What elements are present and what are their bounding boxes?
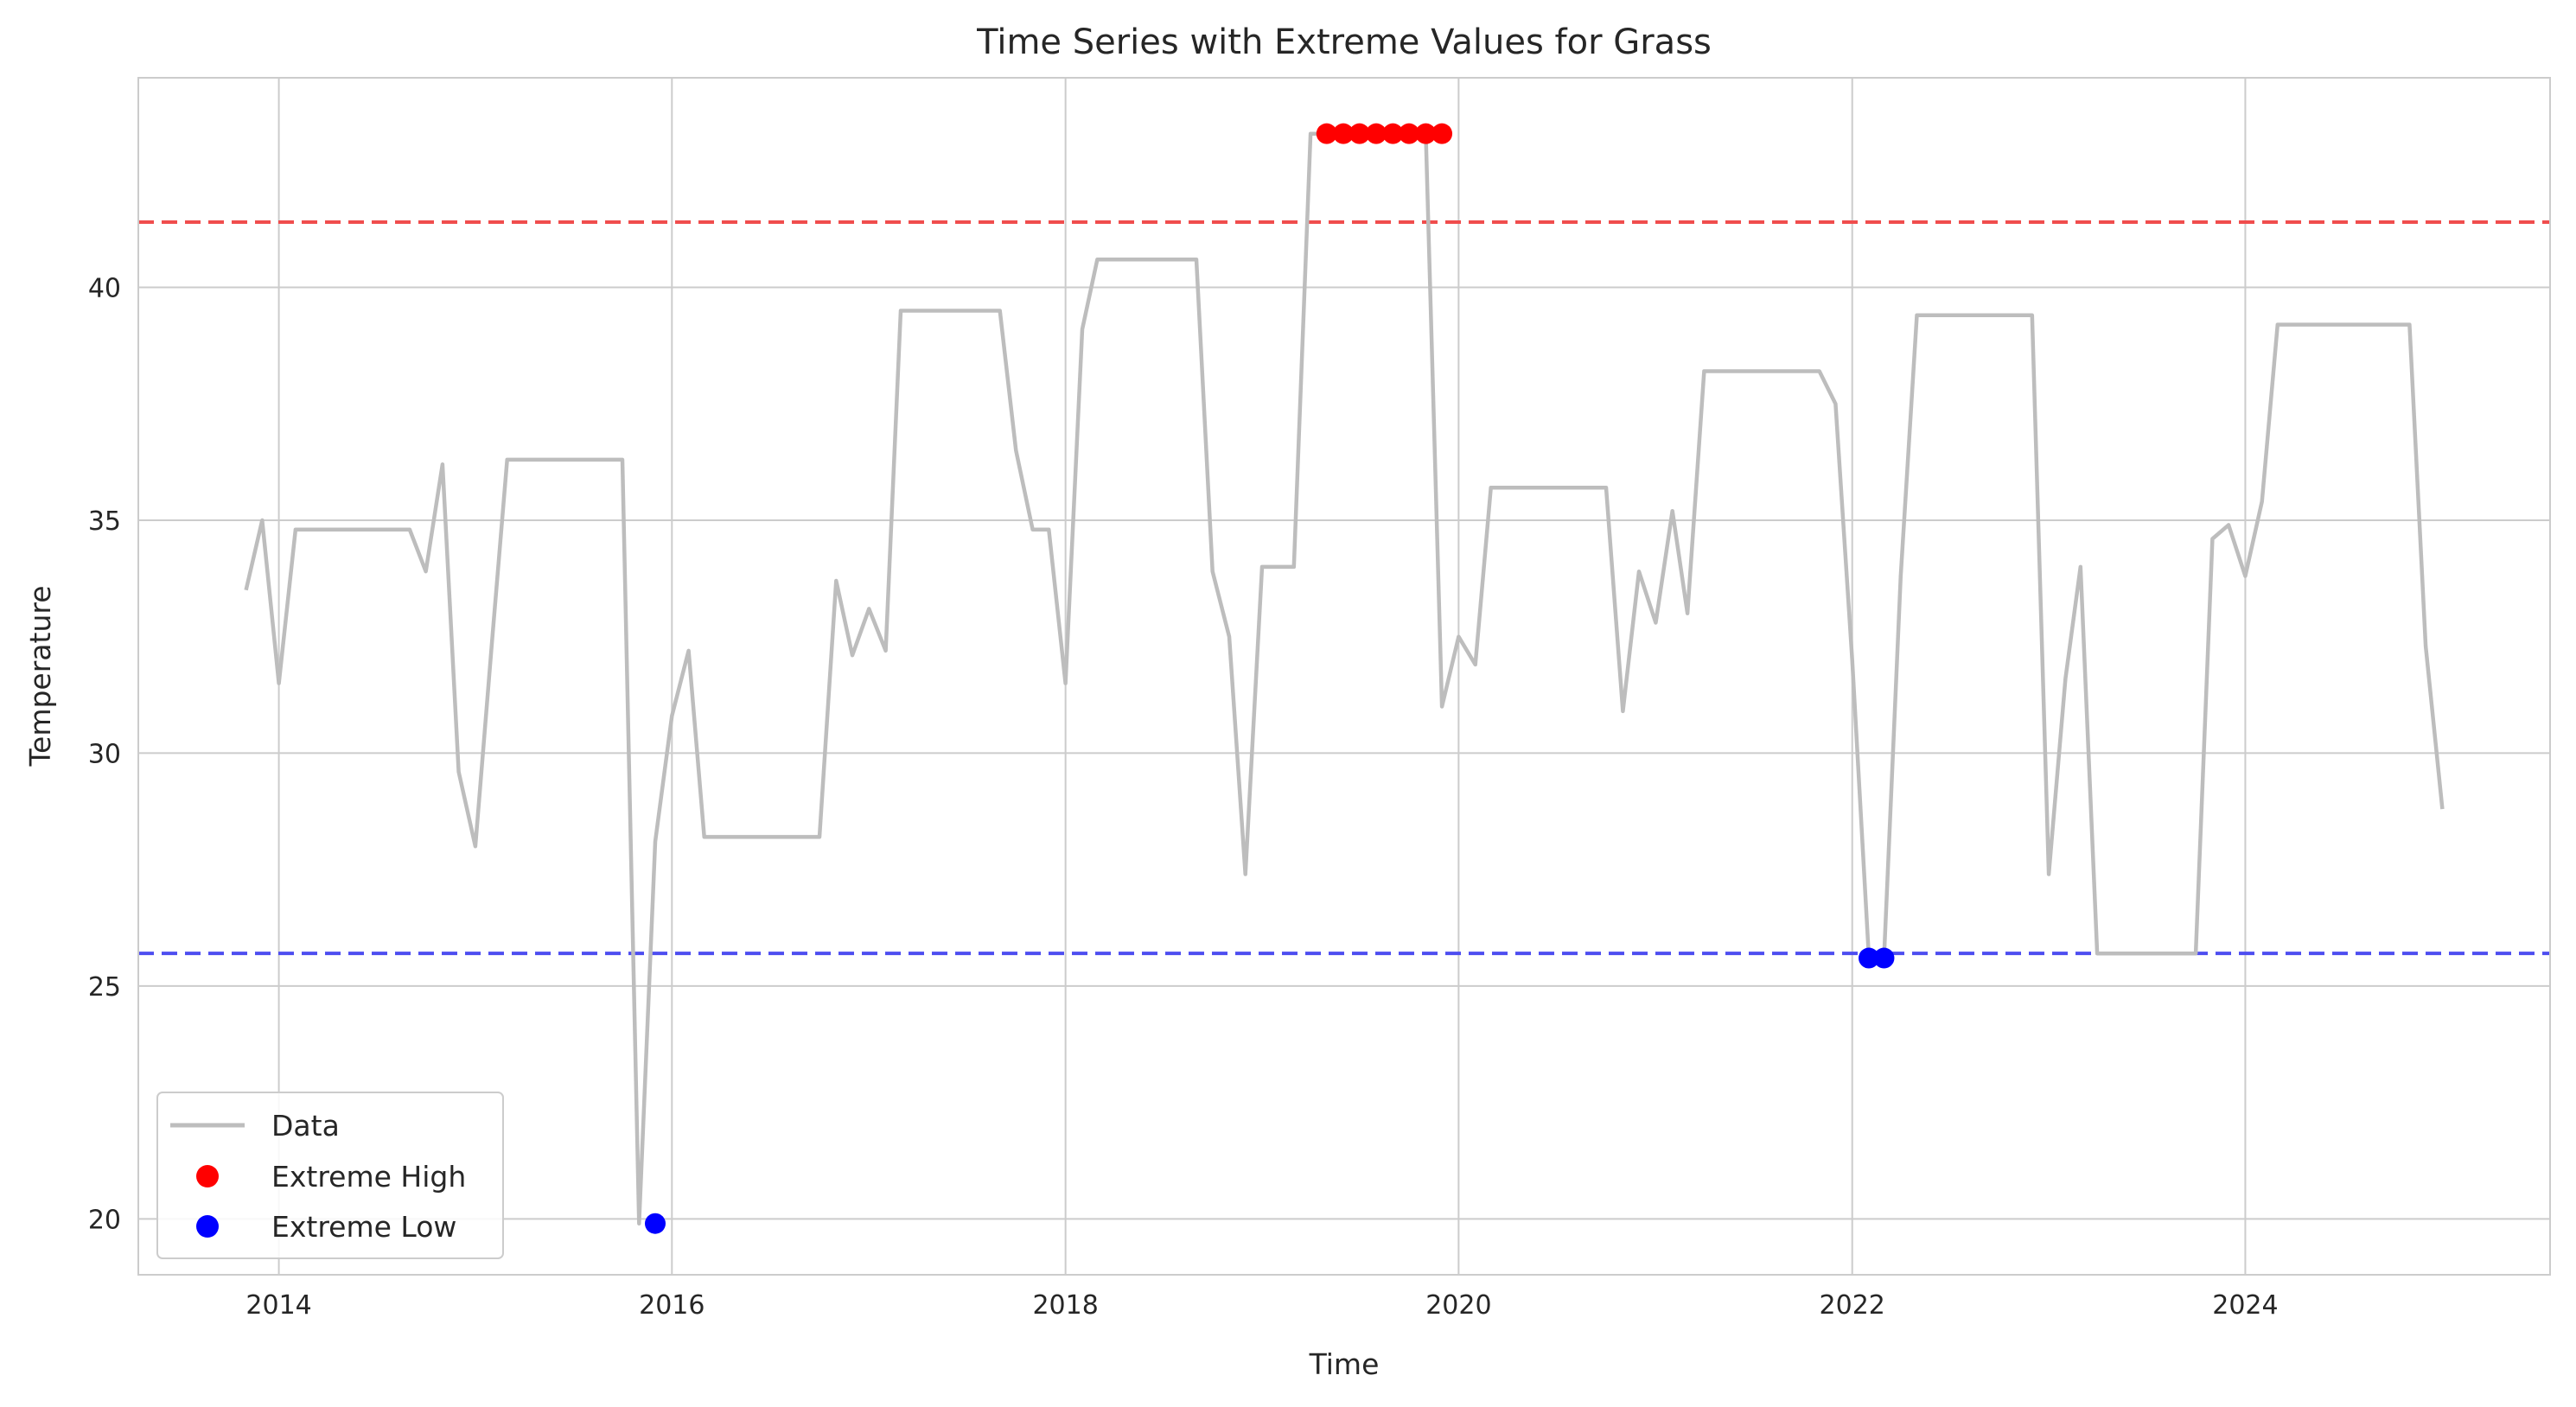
extreme-high-point: [1316, 123, 1337, 144]
extreme-markers: [644, 123, 1895, 1234]
y-tick-labels: 20 25 30 35 40: [88, 274, 121, 1236]
legend-box: [156, 1092, 504, 1259]
y-tick-label: 40: [88, 274, 121, 304]
extreme-low-point: [644, 1213, 666, 1234]
extreme-low-point: [1859, 947, 1880, 969]
extreme-low-point: [1873, 947, 1895, 969]
legend: Data Extreme High Extreme Low: [156, 1092, 504, 1259]
x-tick-label: 2016: [639, 1290, 705, 1321]
legend-label-extreme-low: Extreme Low: [271, 1210, 456, 1244]
y-tick-label: 20: [88, 1205, 121, 1235]
extreme-high-point: [1431, 123, 1453, 144]
extreme-high-point: [1415, 123, 1437, 144]
legend-label-extreme-high: Extreme High: [271, 1160, 466, 1194]
x-tick-label: 2024: [2212, 1290, 2278, 1321]
x-tick-label: 2022: [1820, 1290, 1885, 1321]
y-tick-label: 25: [88, 972, 121, 1003]
x-axis-title: Time: [1309, 1347, 1380, 1381]
y-tick-label: 30: [88, 739, 121, 769]
y-axis-title: Temperature: [23, 585, 57, 767]
extreme-high-point: [1333, 123, 1355, 144]
extreme-high-point: [1399, 123, 1420, 144]
extreme-high-point: [1382, 123, 1404, 144]
extreme-high-point: [1366, 123, 1387, 144]
x-tick-label: 2018: [1032, 1290, 1098, 1321]
x-tick-label: 2020: [1425, 1290, 1491, 1321]
y-tick-label: 35: [88, 506, 121, 537]
legend-extreme-low-swatch: [196, 1215, 219, 1238]
chart-title: Time Series with Extreme Values for Gras…: [976, 22, 1712, 62]
x-tick-labels: 2014 2016 2018 2020 2022 2024: [245, 1290, 2278, 1321]
extreme-high-point: [1349, 123, 1370, 144]
legend-label-data: Data: [271, 1109, 340, 1143]
legend-extreme-high-swatch: [196, 1165, 219, 1187]
x-tick-label: 2014: [245, 1290, 311, 1321]
plot-frame: [137, 77, 2551, 1276]
